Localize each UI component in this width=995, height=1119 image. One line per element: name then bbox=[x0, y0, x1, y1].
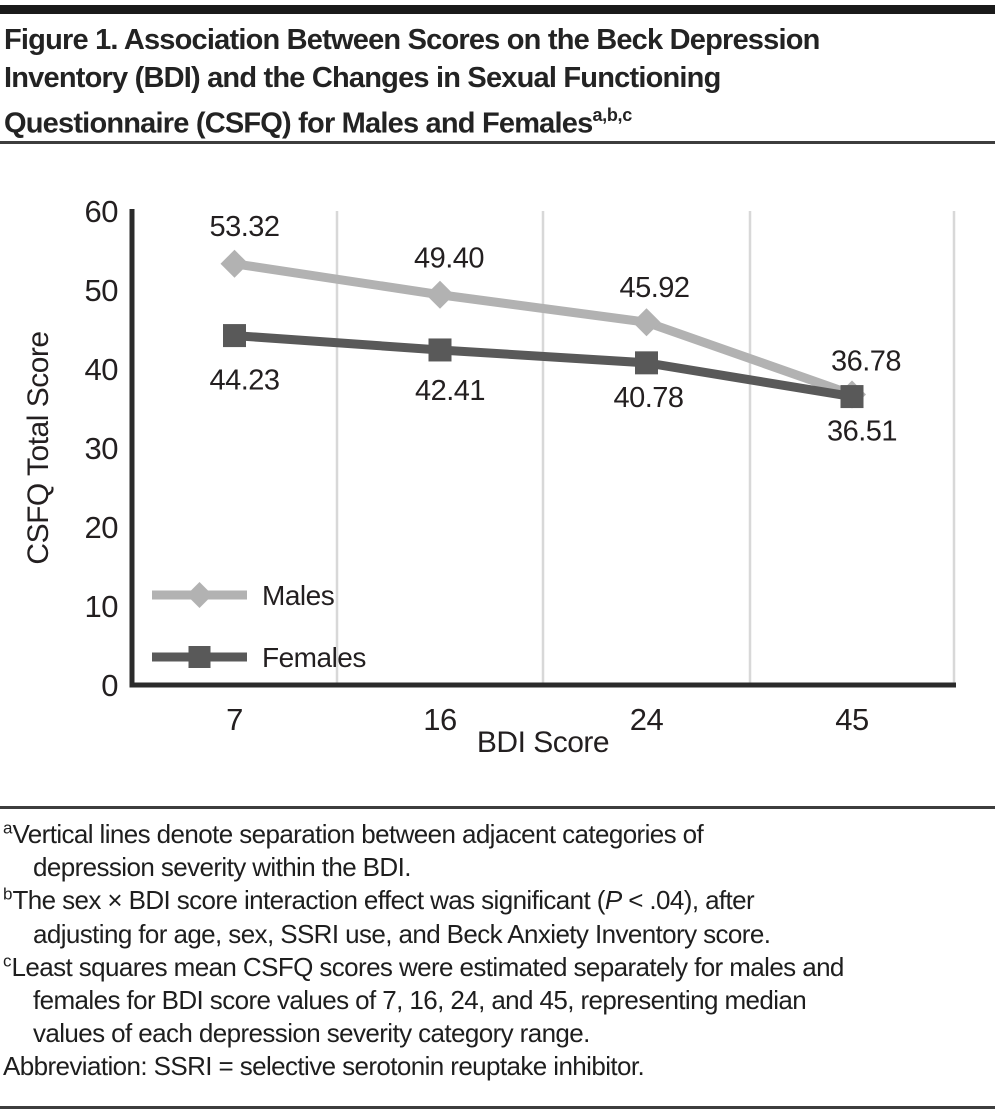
y-axis-title: CSFQ Total Score bbox=[22, 331, 55, 564]
data-label-males-24: 45.92 bbox=[619, 272, 689, 304]
footnote-c-line-2: females for BDI score values of 7, 16, 2… bbox=[33, 985, 807, 1016]
title-divider-rule bbox=[0, 141, 995, 144]
footnote-a-text-1: Vertical lines denote separation between… bbox=[12, 819, 704, 849]
footnote-b-text-post: < .04), after bbox=[621, 885, 755, 916]
figure-title-line-3: Questionnaire (CSFQ) for Males and Femal… bbox=[4, 97, 993, 143]
data-label-males-16: 49.40 bbox=[414, 243, 484, 275]
marker-square-females bbox=[428, 338, 452, 362]
y-tick-label-30: 30 bbox=[85, 431, 119, 466]
y-tick-label-0: 0 bbox=[101, 668, 118, 703]
figure-title: Figure 1. Association Between Scores on … bbox=[4, 21, 993, 143]
y-tick-label-60: 60 bbox=[85, 194, 119, 229]
legend-marker-square bbox=[188, 646, 211, 668]
bottom-rule bbox=[0, 1106, 995, 1109]
series-line-females bbox=[234, 331, 853, 402]
x-tick-label-7: 7 bbox=[226, 702, 243, 737]
figure-title-footnote-marks: a,b,c bbox=[592, 105, 632, 125]
footnote-c-text-1: Least squares mean CSFQ scores were esti… bbox=[11, 951, 845, 982]
footnote-b-mark: b bbox=[3, 884, 13, 904]
footnote-b-line-2: adjusting for age, sex, SSRI use, and Be… bbox=[33, 918, 771, 949]
x-tick-label-45: 45 bbox=[835, 702, 868, 737]
y-tick-label-10: 10 bbox=[85, 589, 119, 624]
footnote-a-mark: a bbox=[3, 818, 13, 838]
series-line-males bbox=[233, 259, 854, 399]
footnote-a-line-2: depression severity within the BDI. bbox=[33, 852, 411, 883]
x-tick-label-24: 24 bbox=[630, 702, 664, 737]
marker-diamond-males bbox=[426, 280, 454, 309]
marker-diamond-males bbox=[220, 249, 249, 278]
line-chart: 53.32 49.40 45.92 36.78 44.23 42.41 40.78 36.51… bbox=[22, 194, 956, 759]
marker-diamond-males bbox=[632, 308, 661, 337]
figure-title-line-2: Inventory (BDI) and the Changes in Sexua… bbox=[4, 62, 721, 94]
y-tick-label-50: 50 bbox=[85, 273, 119, 308]
data-label-females-16: 42.41 bbox=[415, 375, 485, 407]
footnote-b-italic-p: P bbox=[604, 885, 622, 916]
footnote-a-line-1: aVertical lines denote separation betwee… bbox=[3, 818, 993, 851]
y-tick-label-40: 40 bbox=[85, 352, 119, 387]
footnote-c-line-1: cLeast squares mean CSFQ scores were est… bbox=[3, 951, 993, 984]
y-tick-label-20: 20 bbox=[85, 510, 119, 545]
data-label-males-7: 53.32 bbox=[209, 211, 279, 243]
data-label-females-24: 40.78 bbox=[613, 382, 683, 414]
x-axis-title: BDI Score bbox=[477, 726, 609, 759]
x-tick-label-16: 16 bbox=[423, 702, 456, 737]
top-black-bar bbox=[0, 5, 995, 14]
marker-square-females bbox=[635, 351, 658, 375]
footnotes: aVertical lines denote separation betwee… bbox=[3, 818, 993, 1084]
marker-square-females bbox=[840, 385, 864, 409]
legend-marker-diamond bbox=[186, 582, 213, 608]
abbreviation-line: Abbreviation: SSRI = selective serotonin… bbox=[3, 1051, 645, 1082]
footnote-c-line-3: values of each depression severity categ… bbox=[33, 1018, 590, 1049]
marker-square-females bbox=[223, 324, 246, 348]
footnote-top-rule bbox=[0, 806, 995, 809]
figure-title-line-3-text: Questionnaire (CSFQ) for Males and Femal… bbox=[4, 107, 593, 140]
footnote-b-line-1: bThe sex × BDI score interaction effect … bbox=[3, 884, 993, 917]
data-label-females-45: 36.51 bbox=[827, 416, 897, 448]
data-label-males-45: 36.78 bbox=[831, 345, 901, 377]
data-label-females-7: 44.23 bbox=[209, 365, 279, 397]
legend-label-males: Males bbox=[262, 580, 334, 611]
footnote-c-mark: c bbox=[3, 951, 12, 971]
figure-title-line-1: Figure 1. Association Between Scores on … bbox=[4, 24, 820, 56]
footnote-b-text-pre: The sex × BDI score interaction effect w… bbox=[12, 885, 605, 916]
legend-label-females: Females bbox=[262, 642, 366, 673]
